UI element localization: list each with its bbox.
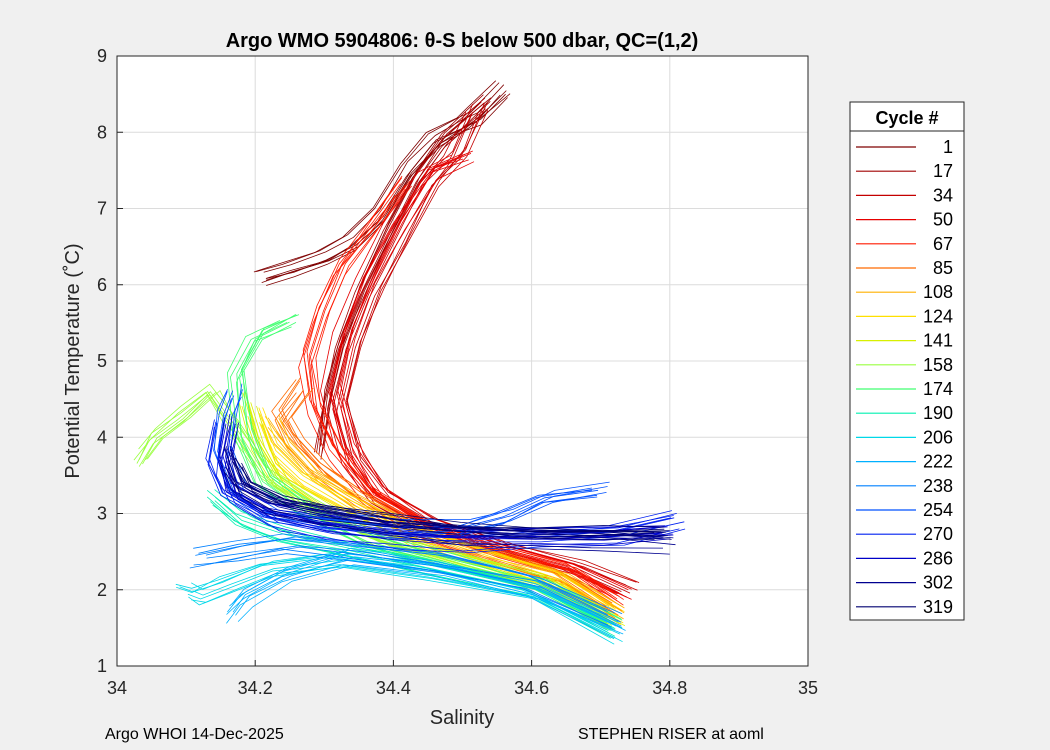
series-line-cycle-254 (213, 391, 592, 528)
series-line-cycle-238 (195, 538, 608, 615)
legend-label: 141 (923, 331, 953, 351)
series-line-cycle-206 (175, 553, 607, 632)
series-line-cycle-174 (236, 321, 614, 629)
series-line-cycle-319 (234, 457, 665, 529)
series-line-cycle-270 (205, 419, 672, 535)
series-line-cycle-17 (319, 94, 484, 446)
series-line-cycle-174 (226, 320, 606, 627)
legend-label: 1 (943, 137, 953, 157)
series-line-cycle-302 (219, 460, 664, 549)
footer-left: Argo WHOI 14-Dec-2025 (105, 726, 284, 743)
x-tick-label: 34.2 (238, 678, 273, 698)
legend-label: 124 (923, 306, 953, 326)
series-line-cycle-1 (266, 97, 508, 286)
x-tick-label: 34.6 (514, 678, 549, 698)
series-line-cycle-222 (232, 553, 622, 628)
series-line-cycle-319 (223, 471, 655, 540)
series-line-cycle-17 (314, 101, 482, 453)
series-line-cycle-319 (236, 465, 666, 533)
legend: Cycle # 1 17 34 50 67 85 108 124 141 158 174 190 206… (849, 101, 965, 621)
series-line-cycle-222 (231, 547, 620, 622)
legend-label: 85 (933, 258, 953, 278)
series-line-cycle-238 (209, 546, 622, 627)
legend-label: 222 (923, 452, 953, 472)
series-line-cycle-17 (318, 108, 486, 456)
y-tick-label: 7 (97, 199, 107, 219)
legend-label: 302 (923, 573, 953, 593)
legend-entries: 1 17 34 50 67 85 108 124 141 158 174 190 206 222 238 25… (856, 137, 953, 617)
y-axis-label: Potential Temperature (˚C) (62, 243, 84, 478)
legend-label: 174 (923, 379, 953, 399)
series-line-cycle-67 (309, 180, 624, 600)
series-line-cycle-17 (323, 97, 492, 449)
series-line-cycle-190 (214, 496, 616, 629)
legend-label: 254 (923, 500, 953, 520)
legend-label: 238 (923, 476, 953, 496)
y-tick-label: 9 (97, 46, 107, 66)
y-tick-label: 1 (97, 656, 107, 676)
legend-label: 190 (923, 403, 953, 423)
series-line-cycle-286 (227, 431, 671, 546)
y-tick-label: 6 (97, 275, 107, 295)
series-line-cycle-286 (231, 422, 673, 540)
series-line-cycle-67 (310, 188, 623, 612)
series-line-cycle-1 (266, 90, 507, 279)
series-line-cycle-124 (259, 413, 621, 614)
y-tick-label: 2 (97, 580, 107, 600)
x-tick-label: 34.8 (652, 678, 687, 698)
x-tick-label: 35 (798, 678, 818, 698)
series-line-cycle-174 (240, 314, 623, 621)
x-axis-label: Salinity (430, 707, 494, 729)
series-line-cycle-1 (253, 80, 497, 273)
series-line-cycle-270 (222, 438, 686, 553)
series-line-cycle-1 (263, 84, 505, 273)
series-line-cycle-238 (189, 548, 609, 626)
series-line-cycle-108 (278, 417, 625, 609)
legend-label: 34 (933, 185, 953, 205)
y-tick-label: 3 (97, 504, 107, 524)
series-line-cycle-85 (281, 380, 613, 604)
series-line-cycle-319 (241, 466, 668, 539)
series-group (133, 80, 686, 645)
series-line-cycle-85 (291, 387, 622, 611)
series-line-cycle-238 (193, 553, 612, 628)
series-line-cycle-319 (241, 462, 670, 533)
legend-label: 17 (933, 161, 953, 181)
x-tick-label: 34.4 (376, 678, 411, 698)
series-line-cycle-67 (315, 185, 624, 606)
y-tick-label: 5 (97, 351, 107, 371)
legend-label: 319 (923, 597, 953, 617)
series-line-cycle-108 (278, 414, 621, 607)
y-tick-label: 8 (97, 122, 107, 142)
series-line-cycle-319 (225, 466, 655, 536)
legend-label: 67 (933, 234, 953, 254)
legend-label: 50 (933, 210, 953, 230)
x-tick-label: 34 (107, 678, 127, 698)
legend-label: 158 (923, 355, 953, 375)
legend-label: 206 (923, 427, 953, 447)
series-line-cycle-238 (206, 545, 622, 623)
legend-title: Cycle # (875, 108, 938, 128)
footer-right: STEPHEN RISER at aoml (578, 726, 764, 743)
series-line-cycle-206 (176, 555, 607, 630)
legend-label: 108 (923, 282, 953, 302)
legend-label: 286 (923, 548, 953, 568)
y-tick-label: 4 (97, 427, 107, 447)
series-line-cycle-158 (133, 391, 605, 626)
chart-title: Argo WMO 5904806: θ-S below 500 dbar, QC… (226, 30, 699, 52)
series-line-cycle-85 (278, 377, 611, 605)
series-line-cycle-222 (237, 564, 624, 635)
series-line-cycle-302 (225, 460, 670, 555)
legend-label: 270 (923, 524, 953, 544)
